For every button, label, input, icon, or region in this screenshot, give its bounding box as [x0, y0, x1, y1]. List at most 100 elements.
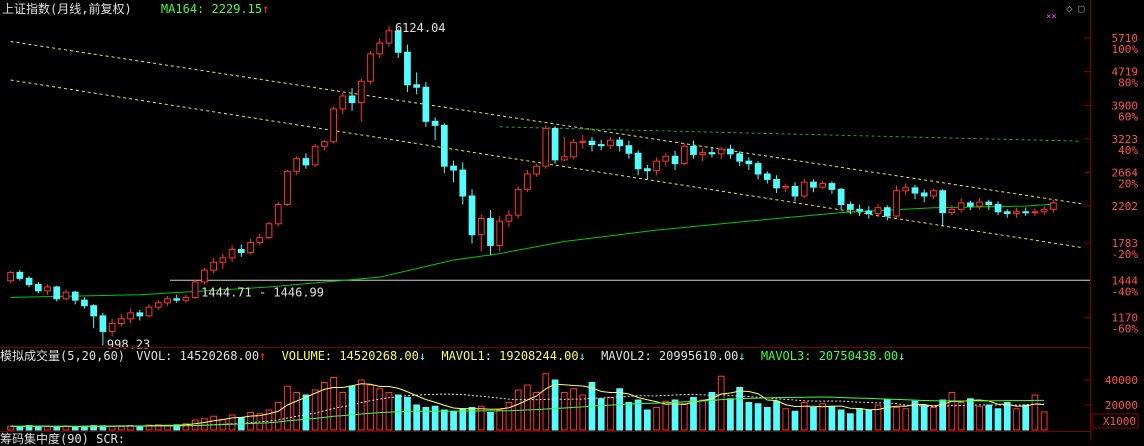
volume-bar — [71, 426, 79, 431]
candle-down — [736, 153, 743, 162]
candle-up — [385, 30, 393, 44]
mavol3-line — [10, 396, 1045, 427]
volume-bar — [607, 397, 614, 431]
mavol2-arrow: ↓ — [738, 349, 746, 363]
candle-down — [727, 148, 734, 155]
candle-up — [680, 145, 688, 165]
mavol3-value: 20750438.00 — [818, 349, 899, 363]
volume-unit-box — [1091, 413, 1139, 429]
vvol-arrow: ↑ — [259, 349, 267, 363]
candle-up — [957, 202, 965, 210]
candle-up — [1040, 208, 1048, 213]
candle-down — [754, 163, 762, 175]
candle-down — [920, 192, 928, 197]
volume-bar — [837, 409, 845, 431]
candle-down — [985, 201, 993, 206]
candle-up — [201, 269, 208, 283]
volume-bar — [145, 424, 153, 431]
volume-bar — [819, 403, 827, 431]
candle-down — [394, 30, 402, 53]
candle-down — [551, 127, 559, 161]
candle-up — [699, 152, 707, 155]
candle-down — [99, 315, 107, 332]
volume-bar — [477, 405, 485, 431]
volume-bar — [616, 388, 624, 431]
candle-up — [376, 42, 384, 55]
volume-bar — [321, 382, 328, 431]
candle-down — [966, 202, 974, 207]
candle-down — [468, 195, 476, 236]
marker-icon: ×× — [1046, 12, 1057, 22]
ma-arrow: ↑ — [262, 2, 270, 16]
candle-up — [367, 53, 374, 82]
volume-bar — [542, 373, 550, 431]
candle-down — [810, 181, 817, 188]
candle-down — [634, 152, 642, 170]
volume-bar — [597, 398, 605, 431]
ma164-line — [10, 203, 1054, 298]
candle-up — [1013, 211, 1020, 214]
candle-up — [108, 322, 116, 332]
mavol2-value: 20995610.00 — [658, 349, 739, 363]
volume-bar — [496, 409, 504, 431]
volume-bar — [966, 398, 974, 431]
volume-bar — [330, 377, 337, 431]
candle-down — [939, 190, 947, 214]
mavol3-label: MAVOL3: — [760, 349, 812, 363]
candle-down — [487, 218, 494, 246]
candle-down — [597, 144, 605, 147]
volume-bar — [385, 392, 393, 431]
scroll-up-icon[interactable]: ▢ — [1078, 2, 1085, 15]
mavol2-label: MAVOL2: — [601, 349, 652, 363]
candle-down — [1003, 211, 1011, 214]
volume-bar — [680, 403, 688, 431]
volume-bar — [440, 409, 448, 431]
volume-bar — [1040, 411, 1048, 431]
volume-bar — [357, 379, 365, 431]
footer-indicator: 筹码集中度(90) SCR: — [0, 432, 126, 446]
candle-down — [643, 168, 651, 172]
volume-label: VOLUME: — [281, 349, 333, 363]
volume-bar — [487, 412, 494, 431]
volume-bar — [939, 399, 947, 431]
price-tick-label: 3900 — [1112, 99, 1139, 112]
volume-bar — [524, 384, 531, 431]
volume-bar — [367, 384, 374, 431]
candle-up — [477, 218, 485, 236]
volume-bar — [745, 402, 753, 431]
volume-bar — [662, 400, 670, 431]
volume-bar — [634, 399, 642, 431]
candle-down — [828, 183, 836, 190]
percent-tick-label: 100% — [1112, 43, 1139, 56]
candle-up — [976, 201, 983, 207]
volume-bar — [763, 407, 771, 431]
candle-up — [293, 158, 301, 172]
candle-down — [404, 51, 411, 86]
candle-up — [44, 286, 51, 292]
candle-up — [127, 312, 134, 320]
candle-down — [440, 124, 448, 167]
diamond-icon[interactable]: ◇ — [1066, 2, 1073, 15]
candle-down — [413, 84, 421, 88]
candle-up — [330, 108, 337, 143]
volume-bar — [902, 408, 910, 431]
volume-bar — [994, 408, 1002, 431]
mavol3-arrow: ↓ — [898, 349, 906, 363]
candle-down — [690, 145, 697, 155]
volume-bar — [136, 425, 144, 431]
mavol1-line — [10, 383, 1045, 427]
panel-separator-bottom — [0, 431, 1090, 432]
vvol-value: 14520268.00 — [179, 349, 260, 363]
volume-bar — [930, 407, 937, 431]
candle-up — [339, 95, 347, 110]
candle-up — [542, 127, 550, 167]
price-tick-label: 3223 — [1112, 133, 1139, 146]
candle-up — [321, 141, 328, 147]
volume-bar — [16, 426, 24, 431]
volume-bar — [311, 389, 319, 431]
candle-down — [837, 188, 845, 206]
candle-up — [893, 190, 900, 217]
volume-bar — [339, 392, 347, 431]
price-tick-label: 2202 — [1112, 200, 1139, 213]
